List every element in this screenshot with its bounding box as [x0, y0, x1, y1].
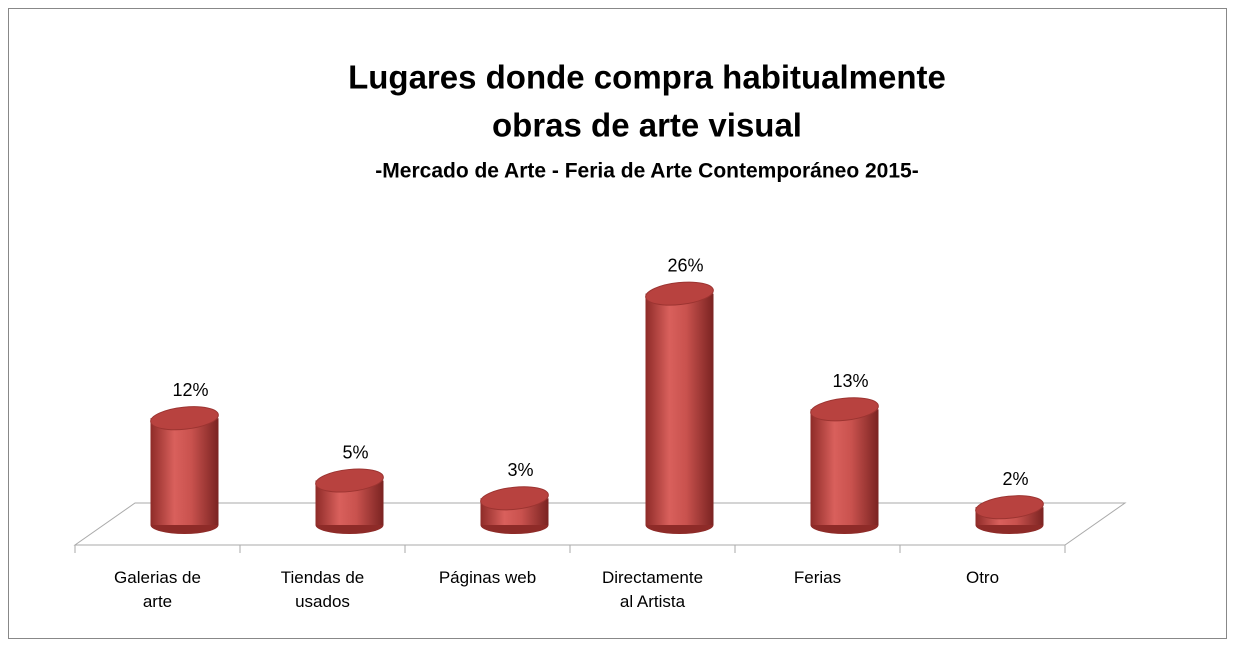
chart-subtitle: -Mercado de Arte - Feria de Arte Contemp…	[375, 160, 918, 183]
tick-marks	[74, 545, 1066, 553]
bar-top	[810, 397, 879, 422]
x-tick-label: Directamente al Artista	[601, 568, 704, 611]
bar-top	[315, 468, 384, 493]
data-label: 3%	[507, 460, 533, 480]
bar-top	[975, 495, 1044, 520]
data-label: 26%	[667, 255, 703, 275]
bar-top	[645, 281, 714, 306]
x-tick-label: Otro	[965, 568, 1000, 587]
x-tick-label: Páginas web	[438, 568, 537, 587]
x-tick-label: Galerias de arte	[114, 568, 201, 611]
data-label: 5%	[342, 442, 368, 462]
bar	[645, 293, 714, 525]
data-label: 12%	[172, 380, 208, 400]
bar-top	[150, 406, 219, 431]
data-label: 13%	[832, 371, 868, 391]
bar-top	[480, 486, 549, 511]
x-tick-label: Tiendas de usados	[280, 568, 365, 611]
chart-title: Lugares donde compra habitualmente	[348, 59, 946, 96]
bar	[810, 409, 879, 525]
data-label: 2%	[1002, 469, 1028, 489]
bar	[150, 418, 219, 525]
chart-title: obras de arte visual	[492, 107, 802, 144]
x-tick-label: Ferias	[793, 568, 842, 587]
chart-frame	[8, 8, 1227, 639]
